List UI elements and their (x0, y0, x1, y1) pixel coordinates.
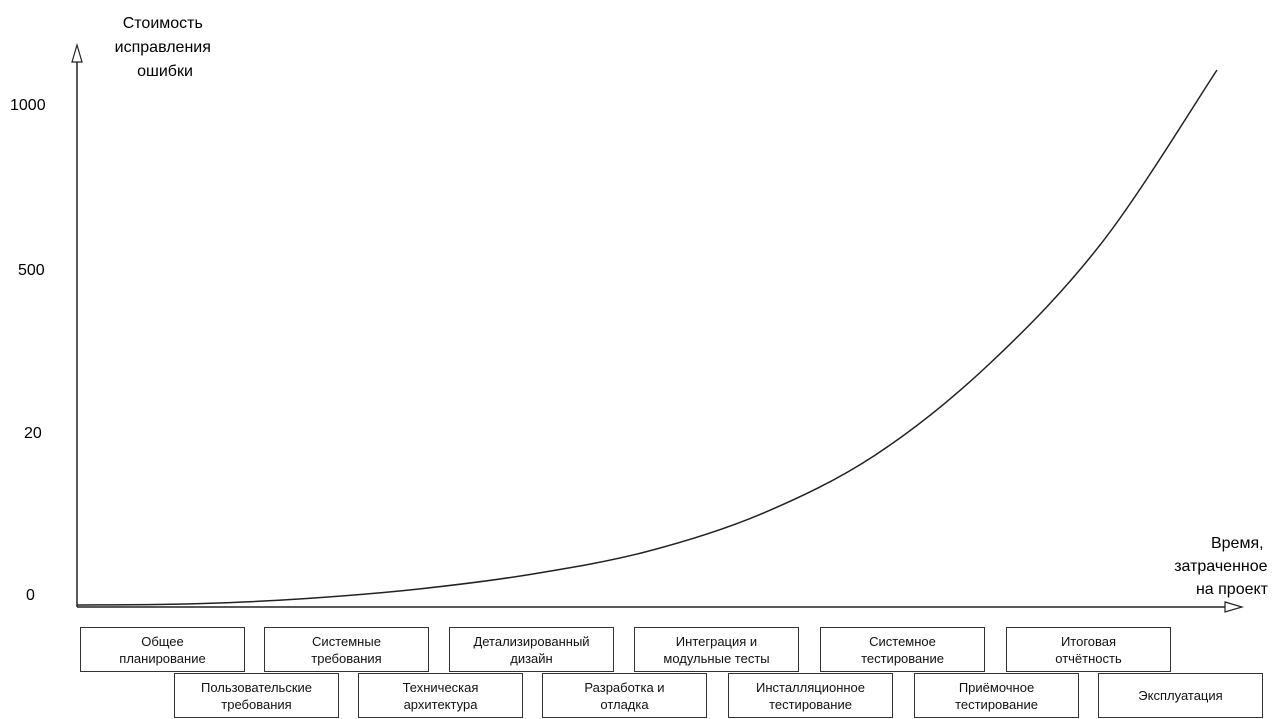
stage-label-line: модульные тесты (663, 650, 770, 666)
y-tick-label: 1000 (10, 97, 46, 114)
stage-box-bottom: Инсталляционное тестирование (728, 673, 893, 718)
stage-label-line: Системные (312, 633, 381, 649)
stage-box-top: Системное тестирование (820, 627, 985, 672)
x-axis-arrow (1224, 601, 1245, 613)
stage-label-line: Интеграция и (675, 633, 758, 649)
stage-label-line: отладка (600, 696, 649, 712)
x-axis-label-line: Время, (1211, 535, 1264, 552)
stage-label-line: требования (311, 650, 382, 666)
y-axis-arrow (71, 42, 83, 63)
stage-label: Системные требования (311, 633, 381, 667)
stage-label: Эксплуатация (1138, 687, 1222, 704)
stage-label: Приёмочное тестирование (955, 679, 1038, 713)
stage-box-bottom: Пользовательские требования (174, 673, 339, 718)
x-axis-label: Время, затраченное на проект (1174, 535, 1272, 598)
stage-label-line: отчётность (1055, 650, 1122, 666)
y-axis-label-line: исправления (115, 39, 211, 56)
stage-box-top: Детализированный дизайн (449, 627, 614, 672)
stage-label-line: Итоговая (1060, 633, 1117, 649)
stage-box-top: Общее планирование (80, 627, 245, 672)
cost-curve-line (76, 69, 1218, 606)
stage-label: Интеграция и модульные тесты (663, 633, 769, 667)
stage-label: Инсталляционное тестирование (756, 679, 865, 713)
stage-label-line: Пользовательские (200, 679, 313, 695)
stage-label-line: требования (221, 696, 292, 712)
y-tick-label: 500 (18, 262, 45, 279)
stage-box-bottom: Разработка и отладка (542, 673, 707, 718)
y-axis-label-line: ошибки (137, 63, 193, 80)
stage-label: Системное тестирование (861, 633, 944, 667)
stage-box-top: Системные требования (264, 627, 429, 672)
stage-label: Итоговая отчётность (1055, 633, 1122, 667)
stage-label-line: Общее (141, 633, 184, 649)
stage-label-line: Эксплуатация (1138, 688, 1223, 703)
stage-label-line: Разработка и (584, 679, 665, 695)
stage-box-bottom: Приёмочное тестирование (914, 673, 1079, 718)
stage-label-line: Инсталляционное (755, 679, 866, 695)
stage-label-line: архитектура (403, 696, 478, 712)
y-axis-label-line: Стоимость (123, 15, 203, 32)
stage-box-top: Итоговая отчётность (1006, 627, 1171, 672)
y-tick-label: 0 (26, 587, 35, 604)
y-tick-label: 20 (24, 425, 42, 442)
x-axis-label-line: на проект (1196, 581, 1269, 598)
stage-label-line: тестирование (955, 696, 1038, 712)
stage-label: Детализированный дизайн (473, 633, 589, 667)
stage-label: Общее планирование (119, 633, 205, 667)
stage-box-bottom: Техническая архитектура (358, 673, 523, 718)
y-axis-label: Стоимость исправления ошибки (115, 15, 216, 80)
stage-label-line: Детализированный (473, 633, 590, 649)
x-axis-label-line: затраченное (1174, 558, 1267, 575)
stage-label: Пользовательские требования (201, 679, 312, 713)
stage-label: Техническая архитектура (403, 679, 479, 713)
stage-box-top: Интеграция и модульные тесты (634, 627, 799, 672)
stage-label-line: Системное (869, 633, 936, 649)
stage-label-line: дизайн (510, 650, 553, 666)
stage-label-line: планирование (119, 650, 206, 666)
stage-label: Разработка и отладка (584, 679, 664, 713)
stage-label-line: Техническая (402, 679, 479, 695)
stage-label-line: тестирование (861, 650, 944, 666)
stage-box-bottom: Эксплуатация (1098, 673, 1263, 718)
stage-label-line: тестирование (769, 696, 852, 712)
stage-label-line: Приёмочное (958, 679, 1035, 695)
